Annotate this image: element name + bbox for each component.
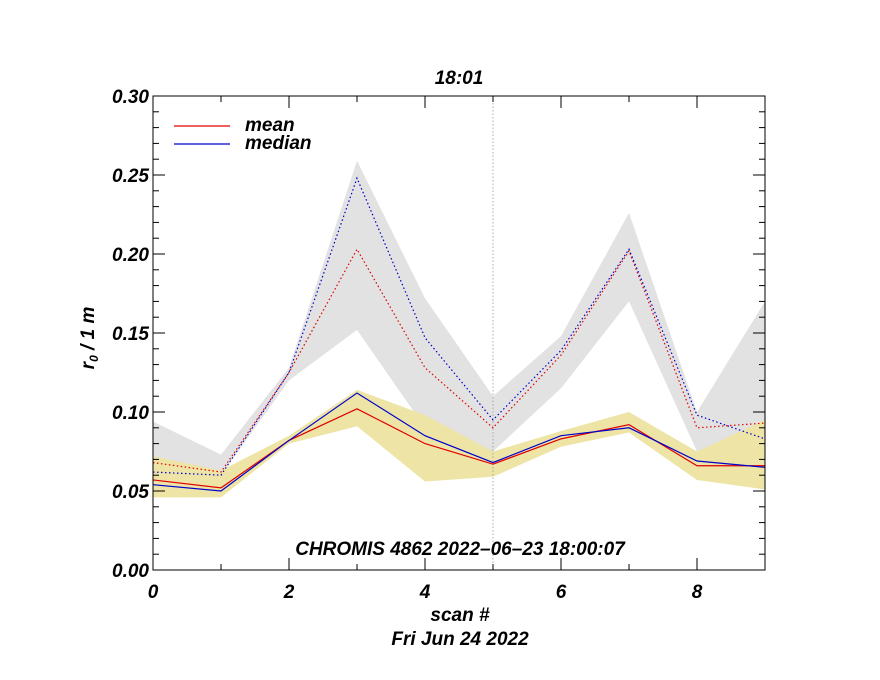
axis-ticks bbox=[152, 95, 766, 571]
y-axis-title-main: r bbox=[78, 360, 99, 369]
series-mean bbox=[152, 408, 765, 489]
axis-tick-labels: 0 2 4 6 8 0.00 0.05 0.10 0.15 0.20 0.25 0.30 bbox=[112, 87, 703, 603]
x-tick-label: 8 bbox=[692, 582, 703, 603]
legend-mean-label: mean bbox=[245, 115, 295, 136]
x-tick-label: 6 bbox=[556, 582, 567, 603]
series-lines bbox=[152, 176, 766, 492]
confidence-bands bbox=[153, 160, 765, 498]
series-median bbox=[152, 392, 766, 492]
legend: mean median bbox=[174, 115, 312, 154]
x-axis-title: scan # bbox=[430, 605, 490, 626]
y-tick-label: 0.00 bbox=[112, 561, 149, 582]
series-mean-upper bbox=[152, 248, 766, 473]
x-tick-label: 4 bbox=[419, 582, 431, 603]
date-footer: Fri Jun 24 2022 bbox=[391, 629, 529, 650]
y-tick-label: 0.25 bbox=[112, 166, 149, 187]
lower-band bbox=[153, 389, 765, 498]
y-axis-title-subscript: 0 bbox=[87, 355, 101, 362]
dataset-annotation: CHROMIS 4862 2022–06–23 18:00:07 bbox=[295, 539, 626, 560]
plot-frame bbox=[152, 95, 766, 571]
y-tick-label: 0.15 bbox=[112, 324, 149, 345]
y-tick-label: 0.05 bbox=[112, 482, 149, 503]
y-axis-title-unit: / 1 m bbox=[78, 307, 99, 356]
x-tick-label: 2 bbox=[283, 582, 295, 603]
y-axis-title: r0 / 1 m bbox=[78, 307, 101, 370]
x-tick-label: 0 bbox=[148, 582, 159, 603]
legend-median-label: median bbox=[245, 133, 312, 154]
y-tick-label: 0.30 bbox=[112, 87, 149, 108]
upper-band bbox=[153, 160, 765, 476]
chart-title: 18:01 bbox=[435, 68, 484, 89]
y-tick-label: 0.20 bbox=[112, 245, 149, 266]
y-tick-label: 0.10 bbox=[112, 403, 149, 424]
